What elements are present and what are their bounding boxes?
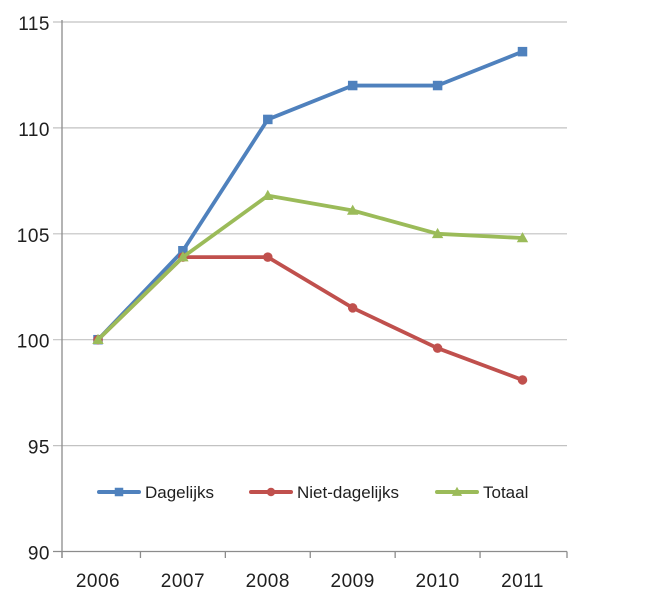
series-niet-dagelijks [93, 252, 528, 385]
data-point-marker [517, 375, 528, 385]
x-tick-label: 2010 [415, 571, 459, 592]
data-point-marker [432, 80, 443, 91]
y-tick-label: 95 [28, 438, 50, 459]
y-tick-label: 110 [18, 120, 50, 141]
legend-marker-triangle [451, 486, 463, 496]
y-tick-label: 115 [18, 14, 50, 35]
data-point-marker [516, 232, 529, 243]
legend-label: Dagelijks [145, 483, 214, 502]
x-tick-label: 2006 [76, 571, 120, 592]
data-point-marker [263, 114, 273, 125]
y-tick-label: 100 [17, 332, 50, 353]
data-point-marker [262, 189, 274, 200]
legend: Dagelijks Niet-dagelijks Totaal [97, 483, 528, 502]
x-tick-label: 2011 [501, 571, 544, 592]
y-tick-label: 105 [17, 226, 50, 247]
data-point-marker [178, 245, 188, 256]
data-point-marker [431, 227, 444, 239]
data-point-marker [177, 251, 189, 262]
series-line [96, 49, 525, 342]
legend-marker-square [114, 487, 124, 497]
legend-item-dagelijks: Dagelijks [97, 483, 214, 502]
legend-item-totaal: Totaal [435, 483, 528, 502]
data-point-marker [432, 343, 443, 353]
data-point-marker [92, 333, 104, 344]
data-point-marker [263, 252, 273, 262]
data-point-marker [347, 80, 358, 91]
data-point-marker [347, 204, 359, 215]
x-tick-label: 2007 [161, 571, 205, 592]
series-totaal [92, 189, 529, 344]
y-tick-label: 90 [28, 544, 50, 565]
data-point-marker [517, 46, 528, 57]
legend-item-niet-dagelijks: Niet-dagelijks [249, 483, 399, 502]
series-dagelijks [93, 46, 528, 345]
legend-label: Niet-dagelijks [297, 483, 399, 502]
data-point-marker [347, 303, 358, 313]
legend-marker-circle [266, 487, 276, 497]
x-tick-label: 2008 [246, 571, 290, 592]
series-line [96, 193, 525, 342]
x-tick-label: 2009 [331, 571, 375, 592]
legend-label: Totaal [483, 483, 528, 502]
